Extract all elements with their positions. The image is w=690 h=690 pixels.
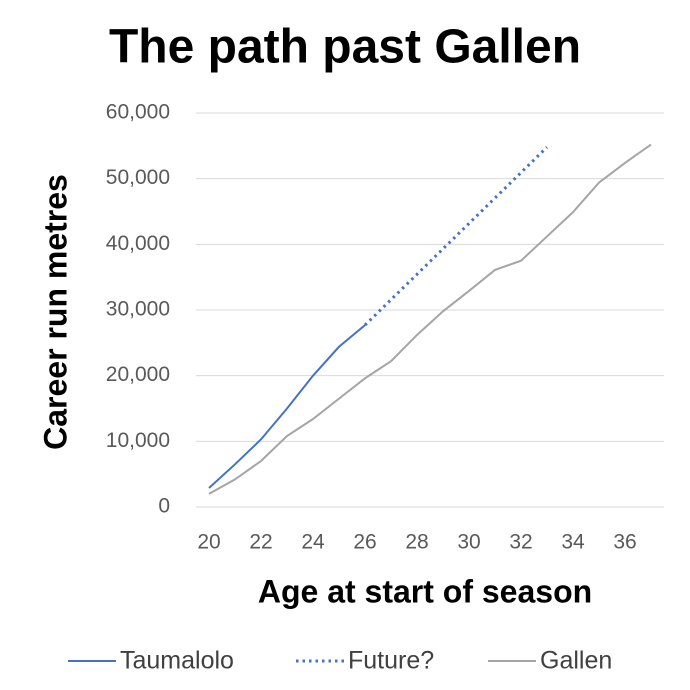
y-tick-label: 10,000 (106, 429, 170, 452)
x-tick-label: 30 (457, 531, 480, 554)
legend-label: Future? (348, 647, 434, 675)
y-tick-label: 60,000 (106, 101, 170, 124)
y-tick-label: 20,000 (106, 363, 170, 386)
x-tick-label: 36 (613, 531, 636, 554)
y-tick-label: 50,000 (106, 166, 170, 189)
x-tick-label: 34 (561, 531, 585, 554)
legend-label: Gallen (540, 647, 612, 675)
x-tick-label: 26 (353, 531, 376, 554)
x-tick-label: 20 (197, 531, 220, 554)
x-tick-label: 24 (301, 531, 325, 554)
legend-label: Taumalolo (120, 647, 234, 675)
x-tick-label: 28 (405, 531, 428, 554)
y-axis-label: Career run metres (37, 174, 73, 450)
series-line (208, 324, 366, 489)
chart-title: The path past Gallen (109, 21, 581, 74)
x-tick-label: 22 (249, 531, 272, 554)
y-tick-label: 40,000 (106, 232, 170, 255)
y-tick-label: 0 (158, 495, 170, 518)
x-axis-label: Age at start of season (258, 573, 592, 609)
y-tick-label: 30,000 (106, 298, 170, 321)
series-line (208, 143, 652, 495)
x-tick-label: 32 (509, 531, 532, 554)
